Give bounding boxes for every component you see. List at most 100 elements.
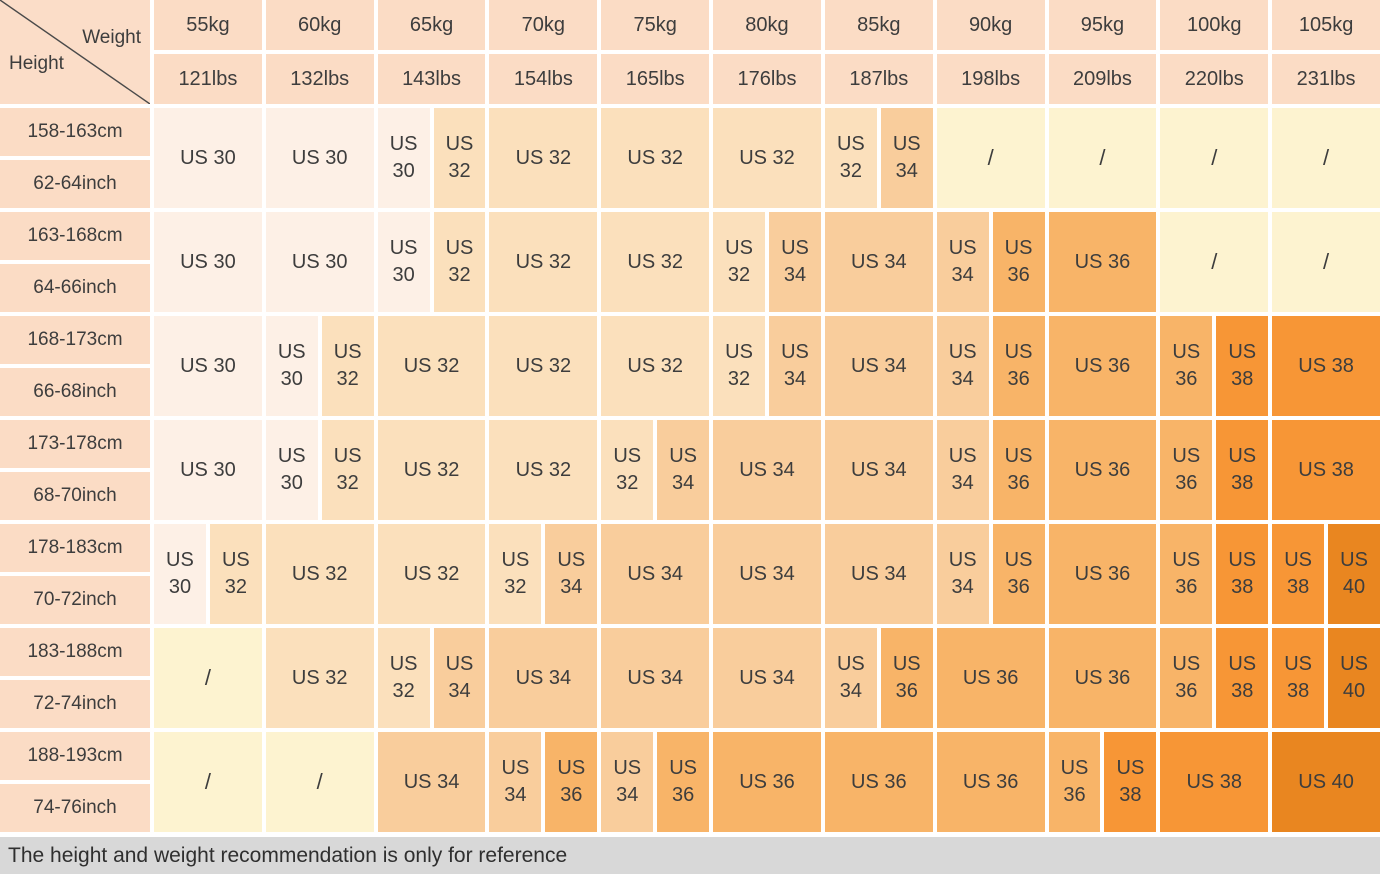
- weight-lbs-header: 198lbs: [936, 54, 1045, 104]
- size-text: 34: [504, 784, 527, 806]
- weight-lbs-header: 209lbs: [1048, 54, 1157, 104]
- size-cell: US 32: [377, 524, 486, 624]
- size-cell-half: US 32: [209, 524, 262, 624]
- size-cell-half: US 36: [880, 628, 933, 728]
- size-cell-half: US 34: [824, 628, 877, 728]
- size-cell: US 34: [824, 316, 933, 416]
- size-text: 30: [168, 576, 192, 598]
- size-cell-split: US 34 US 36: [936, 212, 1045, 312]
- height-cm-cell: 173-178cm: [0, 420, 150, 468]
- size-text: 30: [280, 368, 303, 390]
- height-cm-cell: 168-173cm: [0, 316, 150, 364]
- size-cell-split: US 30 US 32: [377, 212, 486, 312]
- size-text: 38: [1287, 680, 1310, 702]
- size-cell-half: US 32: [433, 212, 486, 312]
- size-text: US: [1284, 653, 1313, 675]
- size-text: US: [445, 237, 474, 259]
- size-cell: US 30: [265, 108, 374, 208]
- na-cell: /: [154, 628, 262, 728]
- size-cell: US 32: [601, 212, 710, 312]
- weight-lbs-header: 231lbs: [1272, 54, 1380, 104]
- height-row-header: 168-173cm 66-68inch: [0, 316, 150, 416]
- size-cell: US 30: [154, 316, 262, 416]
- size-text: 36: [1175, 680, 1198, 702]
- height-inch-cell: 64-66inch: [0, 264, 150, 312]
- weight-kg-header: 75kg: [601, 0, 710, 50]
- size-cell-split: US 36 US 38: [1160, 524, 1269, 624]
- weight-lbs-header: 220lbs: [1160, 54, 1269, 104]
- size-cell: US 32: [265, 524, 374, 624]
- size-text: 38: [1231, 472, 1254, 494]
- size-cell-half: US 34: [545, 524, 598, 624]
- size-text: 34: [616, 784, 639, 806]
- size-cell-half: US 34: [489, 732, 542, 832]
- size-cell-split: US 36 US 38: [1160, 420, 1269, 520]
- size-text: 36: [672, 784, 695, 806]
- size-text: US: [836, 653, 865, 675]
- weight-lbs-header: 132lbs: [265, 54, 374, 104]
- size-text: US: [1228, 341, 1257, 363]
- size-cell-half: US 32: [321, 316, 374, 416]
- size-text: 38: [1231, 680, 1254, 702]
- size-cell-half: US 38: [1272, 524, 1325, 624]
- size-text: US: [501, 549, 530, 571]
- size-text: 32: [336, 368, 359, 390]
- size-text: 36: [1007, 264, 1030, 286]
- size-text: US: [836, 133, 865, 155]
- size-cell-half: US 34: [769, 316, 821, 416]
- footer-note: The height and weight recommendation is …: [8, 843, 568, 867]
- size-text: 30: [392, 160, 415, 182]
- na-cell: /: [1160, 108, 1269, 208]
- size-text: US: [725, 341, 753, 363]
- size-cell: US 30: [154, 420, 262, 520]
- footer-note-bar: The height and weight recommendation is …: [0, 837, 1380, 874]
- size-text: 36: [1175, 576, 1198, 598]
- size-cell: US 34: [713, 524, 821, 624]
- size-cell-split: US 38 US 40: [1272, 628, 1380, 728]
- na-cell: /: [265, 732, 374, 832]
- height-cm-cell: 163-168cm: [0, 212, 150, 260]
- size-text: US: [445, 653, 474, 675]
- size-cell-half: US 36: [1048, 732, 1101, 832]
- size-cell-split: US 34 US 36: [489, 732, 598, 832]
- size-text: 36: [1175, 472, 1198, 494]
- size-text: 36: [1007, 576, 1030, 598]
- size-cell: US 34: [601, 628, 710, 728]
- size-cell: US 34: [377, 732, 486, 832]
- size-cell: US 32: [489, 316, 598, 416]
- size-cell-half: US 36: [657, 732, 710, 832]
- size-cell-half: US 36: [1160, 316, 1213, 416]
- weight-kg-header: 95kg: [1048, 0, 1157, 50]
- size-cell: US 32: [489, 420, 598, 520]
- size-cell: US 34: [713, 628, 821, 728]
- weight-kg-header: 105kg: [1272, 0, 1380, 50]
- size-cell-split: US 30 US 32: [377, 108, 486, 208]
- size-text: US: [221, 549, 250, 571]
- size-text: US: [1060, 757, 1089, 779]
- size-cell-half: US 32: [824, 108, 877, 208]
- height-axis-label: Height: [9, 53, 64, 74]
- size-text: US: [557, 549, 586, 571]
- size-cell-half: US 38: [1272, 628, 1325, 728]
- height-row-header: 178-183cm 70-72inch: [0, 524, 150, 624]
- size-cell-half: US 36: [992, 420, 1045, 520]
- height-cm-cell: 158-163cm: [0, 108, 150, 156]
- size-chart-table: Weight Height 55kg 60kg 65kg 70kg 75kg 80kg 85…: [0, 0, 1380, 832]
- size-text: 34: [951, 576, 974, 598]
- size-cell-half: US 38: [1216, 420, 1269, 520]
- size-text: 32: [504, 576, 527, 598]
- size-cell-half: US 36: [992, 316, 1045, 416]
- height-row-header: 163-168cm 64-66inch: [0, 212, 150, 312]
- size-text: US: [1172, 445, 1201, 467]
- size-text: US: [892, 133, 921, 155]
- size-text: 32: [727, 368, 751, 390]
- corner-header-cell: Weight Height: [0, 0, 150, 104]
- size-cell: US 38: [1272, 316, 1380, 416]
- size-cell: US 34: [713, 420, 821, 520]
- diagonal-divider-line: [0, 0, 150, 104]
- size-cell-half: US 32: [713, 316, 765, 416]
- size-cell: US 38: [1160, 732, 1269, 832]
- weight-lbs-header: 154lbs: [489, 54, 598, 104]
- size-cell: US 32: [601, 108, 710, 208]
- size-cell-split: US 36 US 38: [1048, 732, 1157, 832]
